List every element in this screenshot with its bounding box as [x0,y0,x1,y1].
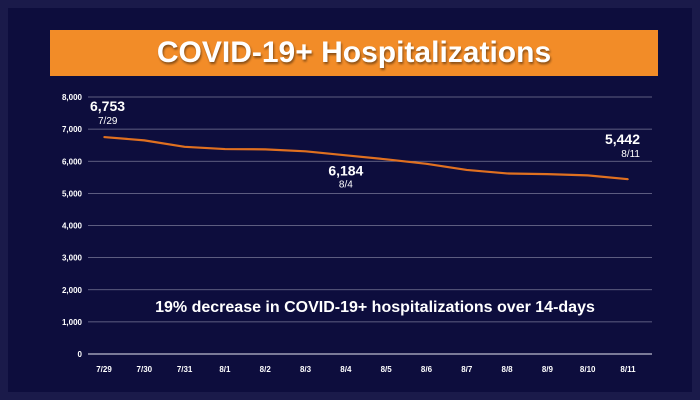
data-point [183,145,186,148]
data-point [425,163,428,165]
x-tick-label: 7/29 [96,365,112,374]
chart-annotation: 19% decrease in COVID-19+ hospitalizatio… [155,299,595,316]
y-tick-label: 1,000 [62,318,83,327]
x-tick-label: 8/7 [461,365,473,374]
x-tick-label: 8/3 [300,365,312,374]
x-tick-label: 7/30 [137,365,153,374]
data-point [465,169,468,171]
x-tick-label: 8/4 [340,365,352,374]
x-tick-label: 8/9 [542,365,554,374]
data-point [627,178,629,180]
data-label-value: 6,753 [90,98,125,114]
x-tick-label: 8/1 [219,365,231,374]
series-line-path [103,135,629,181]
y-tick-label: 5,000 [62,189,83,198]
data-label-value: 5,442 [605,131,640,147]
data-point [103,136,105,138]
x-tick-label: 8/10 [580,365,596,374]
data-point [546,173,549,175]
x-tick-label: 8/2 [260,365,272,374]
title-bar: COVID-19+ Hospitalizations [50,30,658,76]
data-point [264,148,267,151]
y-tick-label: 7,000 [62,125,83,134]
data-point [304,150,307,153]
data-label-date: 8/11 [621,149,640,160]
data-point [143,139,146,142]
y-tick-label: 0 [78,350,83,359]
y-tick-label: 2,000 [62,286,83,295]
y-tick-label: 3,000 [62,254,83,263]
data-label-date: 7/29 [98,116,118,127]
data-point [345,154,347,157]
data-label-date: 8/4 [339,179,353,190]
y-tick-label: 4,000 [62,222,83,231]
y-tick-label: 8,000 [62,93,83,102]
x-tick-label: 8/5 [381,365,393,374]
x-axis-ticks: 7/29 7/30 7/31 8/1 8/2 8/3 8/4 8/5 8/6 8/7 8/8 8/9 8… [96,365,636,374]
gridlines [88,96,652,355]
data-point [224,148,226,150]
x-tick-label: 7/31 [177,365,193,374]
data-label-value: 6,184 [328,162,363,178]
x-tick-label: 8/11 [620,365,636,374]
data-point [586,174,589,177]
x-tick-label: 8/6 [421,365,433,374]
series-line [103,135,629,181]
y-tick-label: 6,000 [62,157,83,166]
x-tick-label: 8/8 [502,365,514,374]
chart-title: COVID-19+ Hospitalizations [156,36,552,69]
data-point [506,172,508,175]
y-axis-ticks: 0 1,000 2,000 3,000 4,000 5,000 6,000 7,000 8,00… [62,93,83,359]
data-point [385,158,387,161]
